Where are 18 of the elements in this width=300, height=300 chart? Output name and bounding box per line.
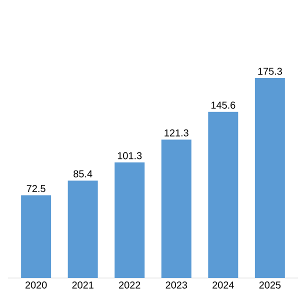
bar (161, 140, 192, 278)
x-tick-label: 2024 (212, 282, 234, 289)
bar (208, 112, 238, 278)
bar (254, 78, 285, 278)
data-label: 85.4 (74, 170, 92, 178)
data-label: 72.5 (26, 185, 46, 192)
bar (68, 180, 98, 278)
x-tick-label: 2020 (25, 282, 47, 289)
bar (21, 195, 52, 278)
data-label: 145.6 (211, 102, 236, 109)
x-tick-label: 2021 (72, 282, 94, 289)
x-tick-label: 2025 (259, 282, 281, 289)
data-label: 101.3 (118, 152, 142, 160)
data-label: 121.3 (164, 129, 188, 136)
data-label: 175.3 (258, 68, 282, 75)
x-tick-label: 2023 (166, 282, 188, 289)
bar (114, 162, 145, 278)
x-tick-label: 2022 (119, 282, 140, 289)
